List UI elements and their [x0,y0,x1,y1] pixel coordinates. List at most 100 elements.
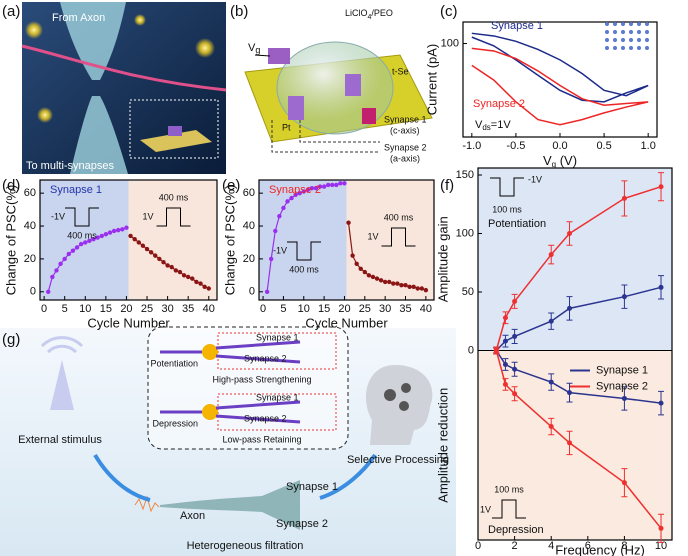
region-shade [478,168,672,351]
panel-label: (e) [222,177,240,194]
point [313,186,319,191]
text: (V) [556,153,577,168]
point [567,305,573,311]
point [185,274,191,280]
y-tick-label: 60 [243,187,255,199]
point [66,251,72,257]
point [95,235,100,240]
annotation: From Axon [52,12,105,24]
point [567,390,573,396]
axis-label: Vg (V) [543,153,577,169]
point [161,259,166,265]
inset-lattice [621,22,625,26]
device [140,130,212,152]
point [173,268,179,273]
x-tick-label: 0 [260,303,266,315]
guide [271,120,380,153]
text: V [543,153,552,168]
x-tick-label: 40 [203,303,215,315]
point [366,273,372,278]
point [62,256,67,262]
point [658,284,664,290]
phase-shade [259,180,347,300]
x-tick-label: 10 [298,303,310,315]
point [411,284,416,290]
tower-icon [50,360,74,410]
label: Potentiation [150,358,198,368]
glow [134,14,146,26]
inset-lattice [629,46,633,50]
x-tick-label: 6 [585,540,591,552]
text: LiClO [345,8,368,18]
inset-lattice [637,38,641,42]
point [567,231,573,237]
y-axis-label: Change of PSC(%) [3,185,18,296]
point [330,182,335,188]
point [277,213,282,219]
point [338,181,343,186]
point [136,240,141,245]
inset-lattice [621,46,625,50]
annotation: 100 ms [494,484,524,494]
x-tick-label: 20 [338,303,350,315]
point [342,181,347,186]
legend-label: Synapse 1 [596,364,648,376]
panel-label: (d) [2,177,20,194]
text: /PEO [371,8,393,18]
annotation: Vg [248,42,260,55]
x-tick-label: 25 [141,303,153,315]
point [548,424,554,430]
waveform [490,177,524,197]
inset-lattice [629,22,633,26]
point [78,241,84,247]
point [403,283,408,288]
annotation: (a-axis) [390,153,420,163]
inset-lattice [629,30,633,34]
legend-label: Synapse 2 [269,184,321,196]
x-tick-label: 1.0 [641,140,656,152]
point [111,228,117,234]
gear [401,383,411,393]
y-axis-label: Amplitude reduction [435,388,450,503]
point [116,227,121,233]
neuron [70,96,128,174]
point [387,279,392,285]
point [198,281,203,286]
plot-frame [477,167,673,541]
annotation: 1V [368,231,379,241]
x-axis-label: Frequency (Hz) [555,542,645,556]
point [567,440,573,446]
point [512,333,518,339]
point [46,289,51,294]
annotation: -1V [273,245,287,255]
inset-lattice [613,30,617,34]
point [548,318,554,324]
inset-lattice [613,38,617,42]
x-tick-label: 0.5 [596,140,611,152]
x-tick-label: 5 [62,303,68,315]
synapse-illustration [160,480,300,530]
point [273,228,278,234]
point [99,233,104,239]
gear [384,389,396,401]
x-tick-label: 5 [280,303,286,315]
electrode [362,108,376,124]
point [395,281,400,286]
point [362,269,368,275]
text: V [248,42,256,54]
legend-label: Synapse 2 [473,98,525,110]
label: Synapse 1 [256,392,299,402]
y-tick-label: 20 [24,253,36,265]
point [153,253,158,258]
inset-lattice [629,38,633,42]
neuron [60,2,126,80]
annotation: Synapse 1 [384,114,427,124]
y-tick-label: 0 [249,286,255,298]
point [269,256,274,262]
wire [254,54,271,57]
panel-g: External stimulus Selective Processing P… [0,326,456,556]
annotation: 1V [143,211,154,221]
annotation: 400 ms [289,264,319,274]
point [181,273,187,278]
